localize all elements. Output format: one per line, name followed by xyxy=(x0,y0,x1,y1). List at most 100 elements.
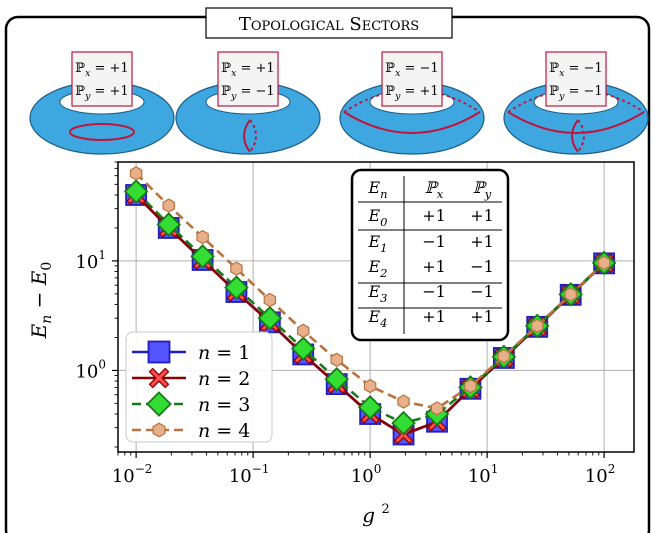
legend-var: n xyxy=(198,420,210,442)
legend-value: = 3 xyxy=(210,394,250,416)
subscript: n xyxy=(380,187,387,201)
text-part: ℙ xyxy=(385,61,395,76)
table-cell: −1 xyxy=(422,282,446,301)
text-part: = −1 xyxy=(564,84,602,99)
text-part: E xyxy=(367,232,380,251)
subscript: y xyxy=(84,91,91,102)
torus-3: ℙx = −1 ℙy = +1 xyxy=(339,51,485,155)
table-header-cell: ℙy xyxy=(473,178,492,201)
marker-diamond xyxy=(123,179,149,204)
text-part: ℙ xyxy=(221,61,231,76)
text-part: = −1 xyxy=(564,61,602,76)
tick-base: 10 xyxy=(468,466,491,487)
subscript: x xyxy=(85,68,91,79)
legend-var: n xyxy=(198,394,210,416)
torus-longitude xyxy=(507,111,645,134)
text-part: ℙ xyxy=(473,178,488,197)
text-part: = +1 xyxy=(90,61,128,76)
table-cell: E4 xyxy=(367,307,387,330)
title-box xyxy=(205,7,453,39)
text-part: ℙ xyxy=(385,84,395,99)
torus-2: ℙx = +1 ℙy = −1 xyxy=(175,51,321,155)
tick-base: 10 xyxy=(351,466,374,487)
sector-py-label: ℙy = +1 xyxy=(75,84,128,102)
text-part: ℙ xyxy=(75,61,85,76)
subscript: 1 xyxy=(380,241,387,255)
sector-label-card xyxy=(381,51,443,107)
marker-diamond xyxy=(324,367,349,392)
sector-py-label: ℙy = −1 xyxy=(221,84,274,102)
table-cell: +1 xyxy=(470,307,494,326)
table-cell: −1 xyxy=(470,282,494,301)
legend-var: n xyxy=(198,368,210,390)
text-part: ℙ xyxy=(221,84,231,99)
subscript: y xyxy=(484,187,492,201)
marker-x xyxy=(148,367,170,389)
marker-hexagon xyxy=(230,261,243,276)
table-cell: +1 xyxy=(422,206,446,225)
table-header-cell: En xyxy=(367,178,387,201)
text-part: ℙ xyxy=(425,178,440,197)
tick-exponent: −1 xyxy=(252,462,270,476)
x-axis-label: g 2 xyxy=(362,502,389,527)
marker-hexagon xyxy=(530,318,544,334)
tick-base: 10 xyxy=(112,466,135,487)
marker-hexagon xyxy=(397,394,410,409)
table-cell: +1 xyxy=(422,307,446,326)
marker-diamond xyxy=(156,212,182,237)
marker-hexagon xyxy=(464,378,477,394)
marker-hexagon xyxy=(497,348,511,364)
subscript: x xyxy=(231,68,237,79)
torus-1: ℙx = +1 ℙy = +1 xyxy=(29,51,175,155)
legend-label: n = 3 xyxy=(198,394,250,416)
torus-4: ℙx = −1ℙy = −1 xyxy=(503,51,649,155)
sector-label-card xyxy=(545,51,607,107)
marker-hexagon xyxy=(152,422,166,438)
tick-exponent: 0 xyxy=(374,462,382,476)
torus-meridian-back xyxy=(249,119,257,153)
text-part: = +1 xyxy=(400,84,438,99)
sector-label-card xyxy=(217,51,279,107)
legend-value: = 4 xyxy=(210,420,250,442)
legend-label: n = 2 xyxy=(198,368,250,390)
marker-hexagon xyxy=(430,401,444,416)
series-4 xyxy=(129,166,611,416)
sector-py-label: ℙy = −1 xyxy=(549,84,602,102)
ylabel-sub: n xyxy=(39,315,55,324)
torus-loop xyxy=(69,123,135,141)
text-part: ℙ xyxy=(549,61,559,76)
marker-diamond xyxy=(224,275,249,300)
table-header-cell: ℙx xyxy=(425,178,444,201)
tick-base: 10 xyxy=(229,466,252,487)
table-box xyxy=(350,168,510,342)
torus-meridian-back xyxy=(577,119,585,153)
sector-px-label: ℙx = −1 xyxy=(385,61,438,79)
ylabel-part: E xyxy=(27,323,51,339)
x-tick-label: 10−2 xyxy=(112,462,153,487)
marker-hexagon xyxy=(363,378,377,394)
legend-value: = 2 xyxy=(210,368,250,390)
subscript: x xyxy=(559,68,565,79)
marker-diamond xyxy=(146,391,172,417)
subscript: x xyxy=(437,187,444,201)
table-cell: −1 xyxy=(422,232,446,251)
table-cell: E2 xyxy=(367,257,387,280)
subscript: x xyxy=(395,68,401,79)
x-axis-label-exponent: 2 xyxy=(381,502,389,517)
text-part: E xyxy=(367,206,380,225)
subscript: 4 xyxy=(379,316,387,330)
torus-longitude xyxy=(343,111,481,134)
y-axis-label: En − E0 xyxy=(27,262,55,340)
marker-hexagon xyxy=(196,229,209,245)
x-axis-label-text: g xyxy=(362,503,375,527)
subscript: y xyxy=(558,91,565,102)
text-part: = +1 xyxy=(236,61,274,76)
torus-row: ℙx = +1ℙy = +1ℙx = +1ℙy = −1ℙx = −1ℙy = … xyxy=(29,51,649,155)
table-cell: E3 xyxy=(367,282,387,305)
sector-py-label: ℙy = +1 xyxy=(385,84,438,102)
text-part: ℙ xyxy=(549,84,559,99)
